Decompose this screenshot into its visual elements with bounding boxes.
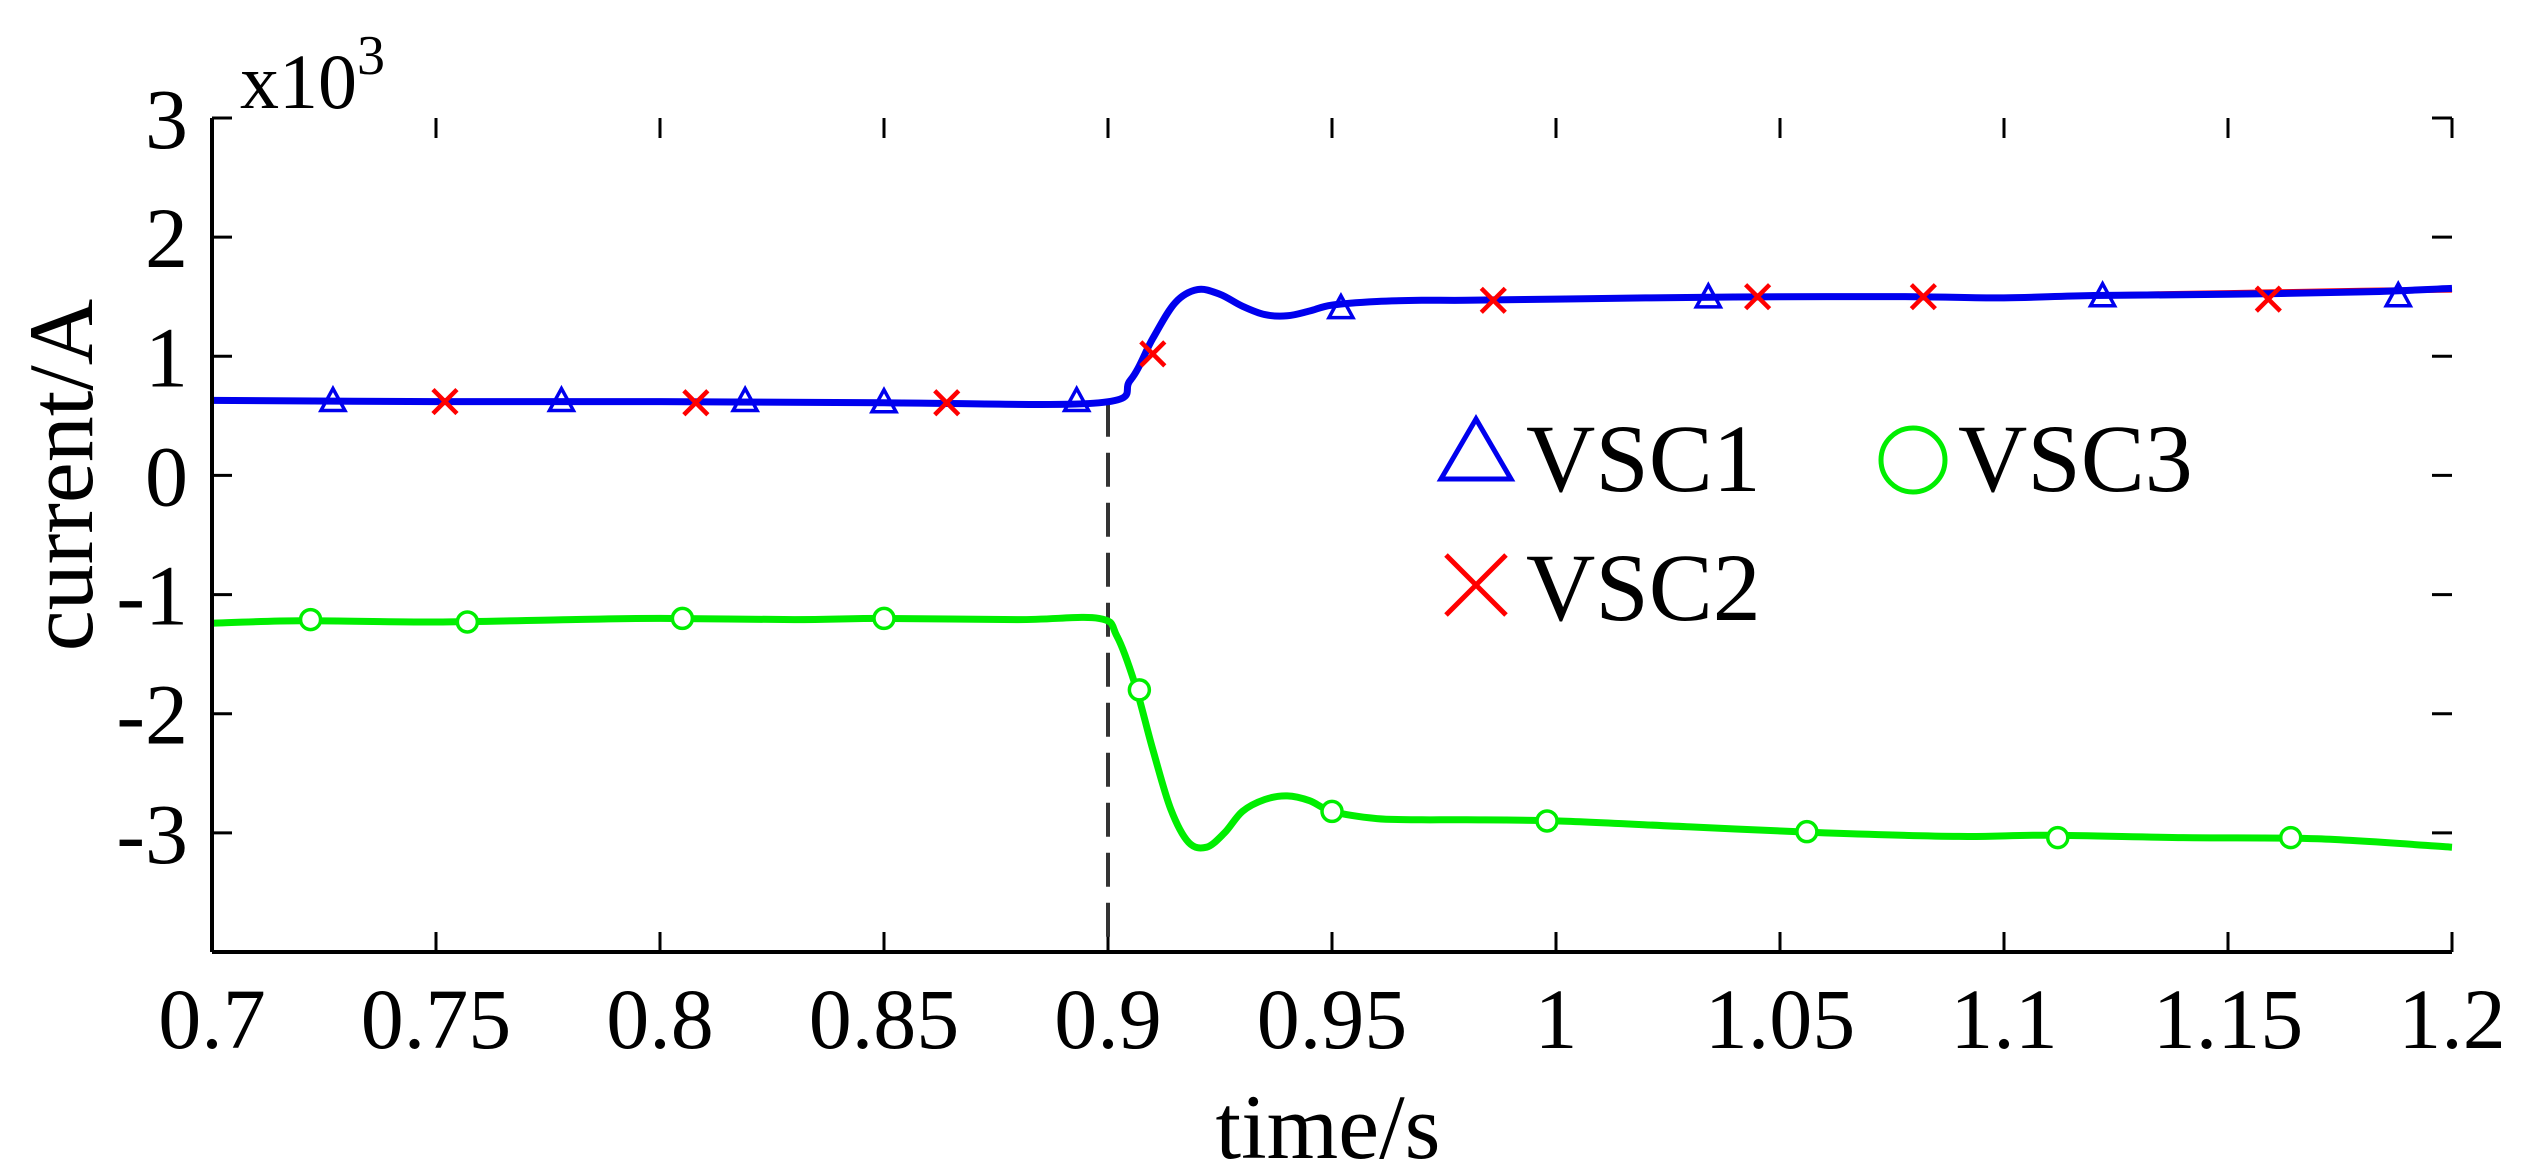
legend-label-vsc2: VSC2 — [1526, 534, 1761, 641]
x-tick-labels: 0.7 0.75 0.8 0.85 0.9 0.95 1 1.05 1.1 1.15 1.2 — [158, 971, 2506, 1067]
marker-triangle-vsc1 — [2087, 280, 2118, 308]
marker-triangle-vsc1 — [318, 384, 348, 413]
marker-circle-vsc3 — [872, 606, 896, 631]
legend-entry-vsc1: VSC1 — [1436, 405, 1761, 512]
legend-label-vsc3: VSC3 — [1958, 405, 2193, 512]
marker-x-vsc2 — [431, 387, 459, 416]
marker-circle-vsc3 — [2046, 825, 2070, 850]
x-tick-label: 1.05 — [1705, 971, 1856, 1067]
legend-entry-vsc3: VSC3 — [1878, 405, 2193, 512]
legend-entry-vsc2: VSC2 — [1444, 534, 1761, 641]
axis-ticks — [210, 116, 2454, 952]
marker-x-stroke — [2254, 285, 2282, 313]
y-tick-label: 0 — [145, 428, 188, 524]
legend-label-vsc1: VSC1 — [1526, 405, 1761, 512]
marker-circle-vsc3 — [298, 607, 323, 632]
marker-triangle-vsc1 — [546, 384, 577, 413]
marker-circle-vsc3 — [1795, 819, 1819, 844]
series-markers — [298, 280, 2414, 850]
marker-x-stroke — [933, 389, 961, 417]
marker-triangle-vsc1 — [1326, 291, 1356, 320]
marker-x-vsc2 — [1744, 283, 1772, 311]
y-axis-label: current/A — [10, 299, 112, 652]
marker-circle-vsc3 — [2278, 825, 2303, 850]
series-lines — [211, 284, 2453, 852]
x-tick-label: 0.9 — [1054, 971, 1162, 1067]
marker-triangle-vsc1 — [730, 384, 761, 413]
y-multiplier-label: x103 — [240, 25, 385, 125]
marker-x-stroke — [1744, 283, 1772, 311]
marker-triangle-vsc1 — [1061, 384, 1092, 413]
y-tick-label: -1 — [116, 548, 188, 644]
x-axis-label: time/s — [1216, 1076, 1441, 1168]
y-tick-label: 1 — [145, 309, 188, 405]
marker-x-stroke — [1909, 283, 1937, 311]
marker-x-stroke — [1479, 286, 1507, 314]
axes-frame — [210, 118, 2452, 954]
marker-circle-vsc3 — [455, 610, 480, 634]
marker-x-vsc2 — [2254, 285, 2282, 313]
marker-x-vsc2 — [1479, 286, 1507, 314]
marker-triangle-vsc1 — [2383, 280, 2414, 308]
y-multiplier-base: x10 — [240, 38, 357, 125]
series-line-vsc3 — [211, 613, 2453, 852]
x-tick-label: 0.95 — [1257, 971, 1408, 1067]
legend-marker-triangle-icon — [1436, 414, 1516, 482]
marker-x-stroke — [1139, 340, 1167, 368]
x-tick-label: 1.1 — [1950, 971, 2058, 1067]
marker-circle-vsc3 — [1535, 809, 1559, 833]
y-tick-labels: -3 -2 -1 0 1 2 3 — [116, 71, 188, 882]
legend-marker-x-icon — [1444, 553, 1508, 617]
marker-circle-vsc3 — [670, 606, 695, 631]
y-multiplier-exponent: 3 — [357, 25, 385, 87]
x-tick-label: 0.8 — [606, 971, 714, 1067]
x-tick-label: 0.85 — [809, 971, 960, 1067]
marker-x-vsc2 — [1139, 340, 1167, 368]
marker-circle-vsc3 — [1320, 799, 1344, 824]
marker-x-stroke — [431, 387, 459, 416]
marker-triangle-vsc1 — [869, 386, 899, 414]
marker-x-vsc2 — [682, 389, 710, 417]
x-tick-label: 1 — [1535, 971, 1578, 1067]
x-tick-label: 1.2 — [2398, 971, 2506, 1067]
legend: VSC1 VSC2 VSC3 — [1436, 405, 2193, 641]
y-tick-label: -3 — [116, 786, 188, 882]
marker-x-stroke — [682, 389, 710, 417]
marker-x-vsc2 — [1909, 283, 1937, 311]
x-tick-label: 1.15 — [2153, 971, 2304, 1067]
y-tick-label: 3 — [145, 71, 188, 167]
marker-x-vsc2 — [933, 389, 961, 417]
marker-triangle-vsc1 — [1693, 281, 1724, 309]
marker-circle-vsc3 — [1127, 678, 1152, 702]
y-tick-label: 2 — [145, 190, 188, 286]
y-tick-label: -2 — [116, 667, 188, 763]
x-tick-label: 0.7 — [158, 971, 266, 1067]
legend-marker-circle-icon — [1878, 425, 1948, 495]
x-tick-label: 0.75 — [361, 971, 512, 1067]
